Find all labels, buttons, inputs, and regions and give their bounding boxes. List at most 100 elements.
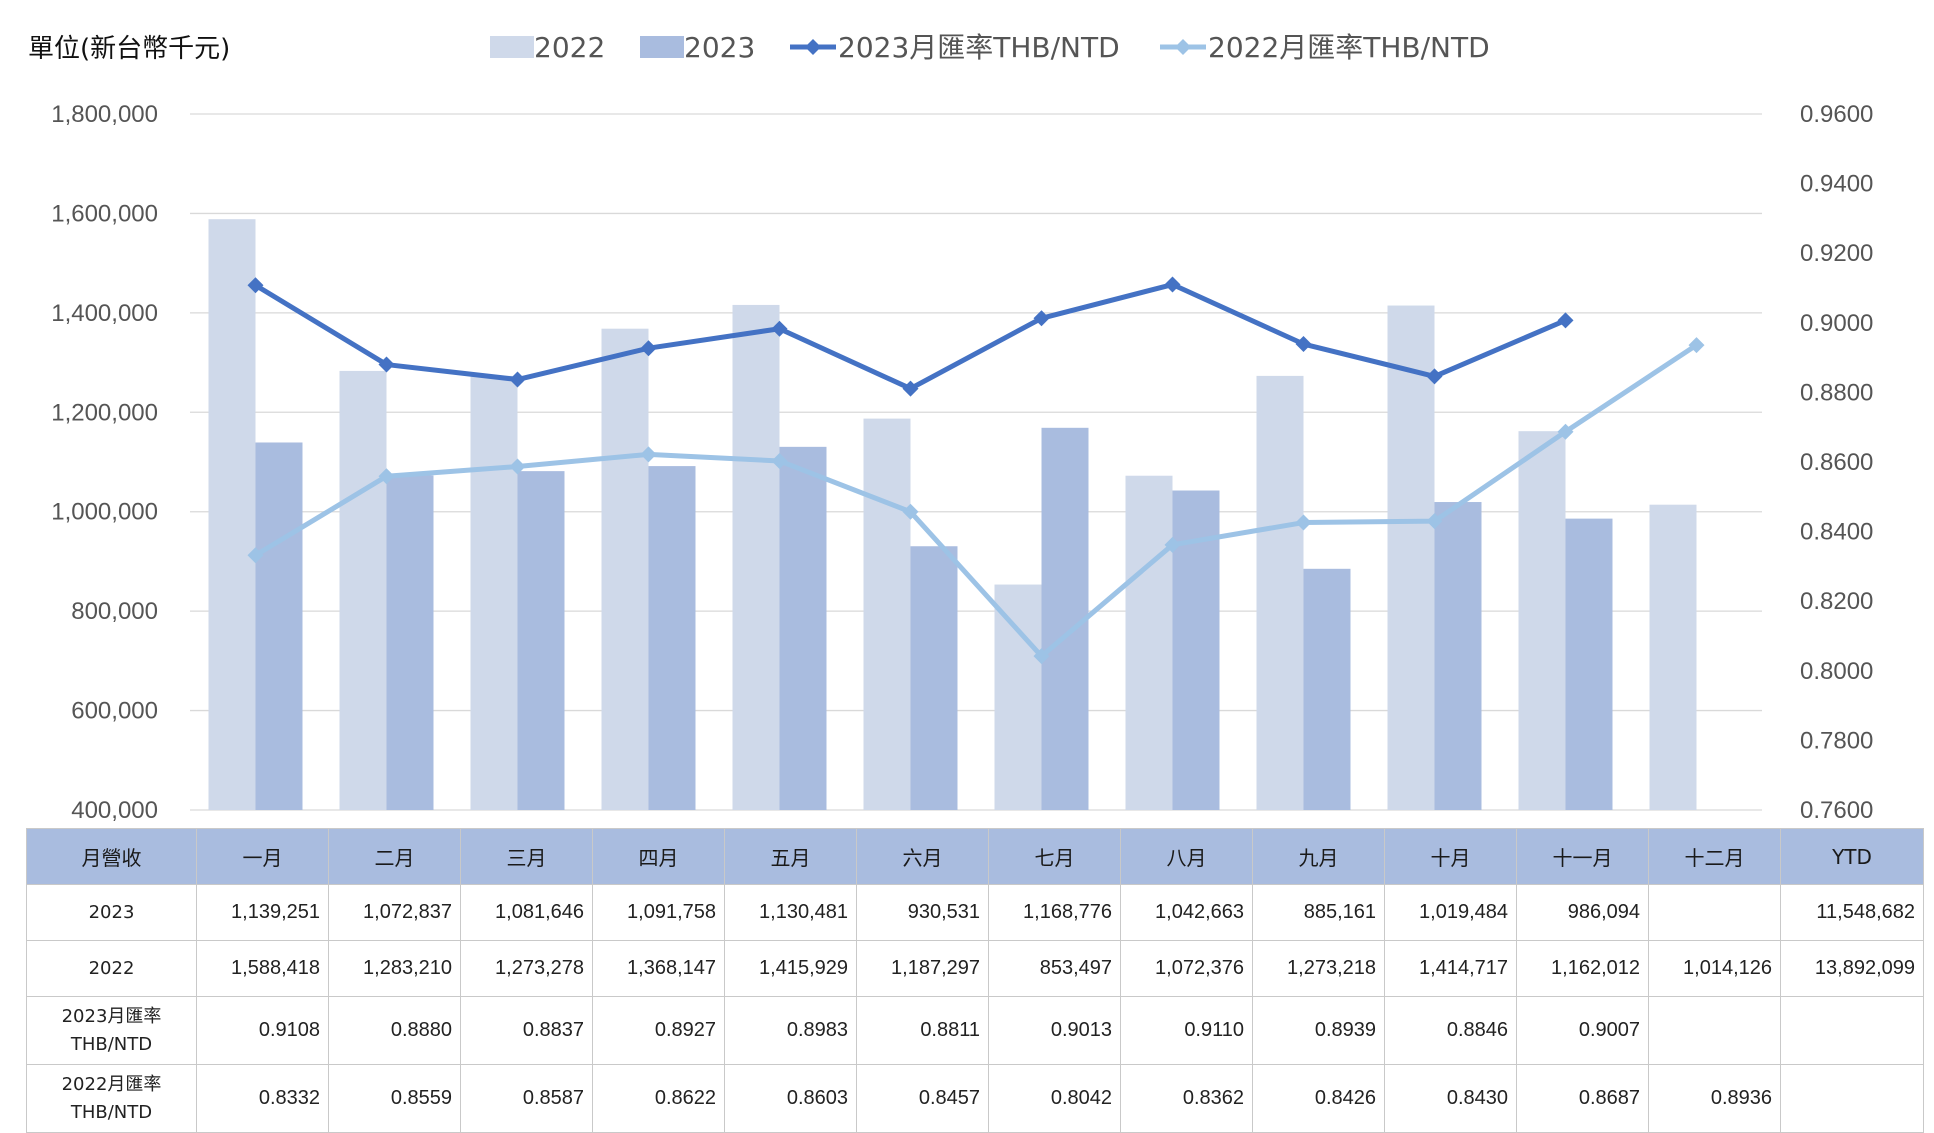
row-label: 2023月匯率 THB/NTD bbox=[26, 996, 197, 1065]
table-cell: 0.8332 bbox=[196, 1064, 329, 1133]
data-point-marker bbox=[509, 371, 526, 388]
data-point-marker bbox=[902, 380, 919, 397]
right-axis-tick-label: 0.8600 bbox=[1800, 449, 1873, 476]
legend-label: 2022 bbox=[534, 31, 605, 64]
table-row: 2023月匯率 THB/NTD 0.9108 0.8880 0.8837 0.89… bbox=[26, 996, 1924, 1065]
bar-2022 bbox=[1649, 504, 1697, 810]
data-point-marker bbox=[1557, 423, 1574, 440]
data-point-marker bbox=[378, 468, 395, 485]
table-cell: 1,273,218 bbox=[1252, 940, 1385, 997]
data-point-marker bbox=[1164, 536, 1181, 553]
table-cell: 885,161 bbox=[1252, 884, 1385, 941]
table-cell: 1,091,758 bbox=[592, 884, 725, 941]
data-point-marker bbox=[247, 277, 264, 294]
table-cell: 1,019,484 bbox=[1384, 884, 1517, 941]
right-axis-tick-label: 0.8800 bbox=[1800, 379, 1873, 406]
bars bbox=[208, 219, 1697, 811]
row-label-line: THB/NTD bbox=[70, 1101, 153, 1123]
data-point-marker bbox=[1033, 310, 1050, 327]
bar-2023 bbox=[1565, 518, 1613, 810]
header-cell: 五月 bbox=[724, 828, 857, 885]
table-cell: 1,283,210 bbox=[328, 940, 461, 997]
bar-2022 bbox=[994, 584, 1042, 810]
table-cell: 11,548,682 bbox=[1780, 884, 1924, 941]
table-cell: 1,187,297 bbox=[856, 940, 989, 997]
unit-label: 單位(新台幣千元) bbox=[28, 34, 231, 64]
combo-chart: 400,000 600,000 800,000 1,000,000 1,200,000 1… bbox=[51, 31, 1873, 824]
header-cell: 十一月 bbox=[1516, 828, 1649, 885]
right-axis-tick-label: 0.9400 bbox=[1800, 171, 1873, 198]
table-cell: 1,588,418 bbox=[196, 940, 329, 997]
legend-swatch bbox=[640, 36, 684, 58]
legend: 2022 2023 2023月匯率THB/NTD 2022月匯率THB/NTD bbox=[490, 31, 1490, 64]
row-label-line: 2023月匯率 bbox=[61, 1005, 162, 1027]
header-cell: 一月 bbox=[196, 828, 329, 885]
bar-2023 bbox=[255, 442, 303, 810]
data-point-marker bbox=[1426, 513, 1443, 530]
bar-2023 bbox=[1303, 568, 1351, 810]
right-axis-tick-label: 0.8400 bbox=[1800, 519, 1873, 546]
table-cell: 0.8042 bbox=[988, 1064, 1121, 1133]
table-cell: 1,072,376 bbox=[1120, 940, 1253, 997]
data-point-marker bbox=[1164, 276, 1181, 293]
header-cell: 十月 bbox=[1384, 828, 1517, 885]
right-axis-tick-label: 0.7800 bbox=[1800, 727, 1873, 754]
table-cell: 13,892,099 bbox=[1780, 940, 1924, 997]
left-axis-tick-label: 1,000,000 bbox=[51, 499, 158, 526]
right-axis-tick-label: 0.8000 bbox=[1800, 658, 1873, 685]
gridlines bbox=[190, 113, 1762, 811]
table-cell: 0.9013 bbox=[988, 996, 1121, 1065]
left-axis-tick-label: 1,400,000 bbox=[51, 300, 158, 327]
left-axis-tick-label: 1,200,000 bbox=[51, 399, 158, 426]
legend-label: 2023 bbox=[684, 31, 755, 64]
data-point-marker bbox=[247, 547, 264, 564]
table-cell: 0.8457 bbox=[856, 1064, 989, 1133]
left-axis-ticks: 400,000 600,000 800,000 1,000,000 1,200,000 1… bbox=[51, 101, 158, 824]
data-table: 月營收 一月 二月 三月 四月 五月 六月 七月 八月 九月 十月 十一月 十二… bbox=[26, 828, 1924, 1133]
table-cell: 0.9007 bbox=[1516, 996, 1649, 1065]
header-cell: 三月 bbox=[460, 828, 593, 885]
table-row: 2023 1,139,251 1,072,837 1,081,646 1,091… bbox=[26, 884, 1924, 941]
bar-2022 bbox=[732, 304, 780, 810]
bar-2022 bbox=[863, 418, 911, 810]
data-point-marker bbox=[509, 458, 526, 475]
table-cell bbox=[1648, 996, 1781, 1065]
table-cell: 0.9110 bbox=[1120, 996, 1253, 1065]
table-cell: 0.8603 bbox=[724, 1064, 857, 1133]
table-cell: 1,014,126 bbox=[1648, 940, 1781, 997]
right-axis-tick-label: 0.9000 bbox=[1800, 310, 1873, 337]
table-cell: 0.8837 bbox=[460, 996, 593, 1065]
right-axis-tick-label: 0.8200 bbox=[1800, 588, 1873, 615]
right-axis-tick-label: 0.9600 bbox=[1800, 101, 1873, 128]
table-cell: 1,273,278 bbox=[460, 940, 593, 997]
header-cell: 月營收 bbox=[26, 828, 197, 885]
table-cell: 1,081,646 bbox=[460, 884, 593, 941]
bar-2023 bbox=[1434, 502, 1482, 810]
bar-2023 bbox=[910, 546, 958, 810]
data-point-marker bbox=[640, 340, 657, 357]
legend-label: 2023月匯率THB/NTD bbox=[838, 31, 1120, 64]
row-label: 2022 bbox=[26, 940, 197, 997]
header-cell: 六月 bbox=[856, 828, 989, 885]
table-cell: 930,531 bbox=[856, 884, 989, 941]
table-cell: 0.8811 bbox=[856, 996, 989, 1065]
table-cell: 0.8927 bbox=[592, 996, 725, 1065]
table-cell: 1,162,012 bbox=[1516, 940, 1649, 997]
legend-marker bbox=[805, 39, 821, 55]
series-line bbox=[254, 342, 1698, 659]
lines bbox=[247, 276, 1705, 665]
table-cell: 1,415,929 bbox=[724, 940, 857, 997]
left-axis-tick-label: 1,600,000 bbox=[51, 200, 158, 227]
table-cell bbox=[1780, 1064, 1924, 1133]
bar-2022 bbox=[1125, 475, 1173, 810]
right-axis-ticks: 0.7600 0.7800 0.8000 0.8200 0.8400 0.8600 0.88… bbox=[1800, 101, 1873, 824]
table-cell: 0.8622 bbox=[592, 1064, 725, 1133]
table-cell: 0.8426 bbox=[1252, 1064, 1385, 1133]
row-label-line: THB/NTD bbox=[70, 1033, 153, 1055]
bar-2022 bbox=[208, 219, 256, 811]
left-axis-tick-label: 1,800,000 bbox=[51, 101, 158, 128]
header-cell: YTD bbox=[1780, 828, 1924, 885]
header-cell: 八月 bbox=[1120, 828, 1253, 885]
legend-swatch bbox=[490, 36, 534, 58]
table-cell: 0.8880 bbox=[328, 996, 461, 1065]
